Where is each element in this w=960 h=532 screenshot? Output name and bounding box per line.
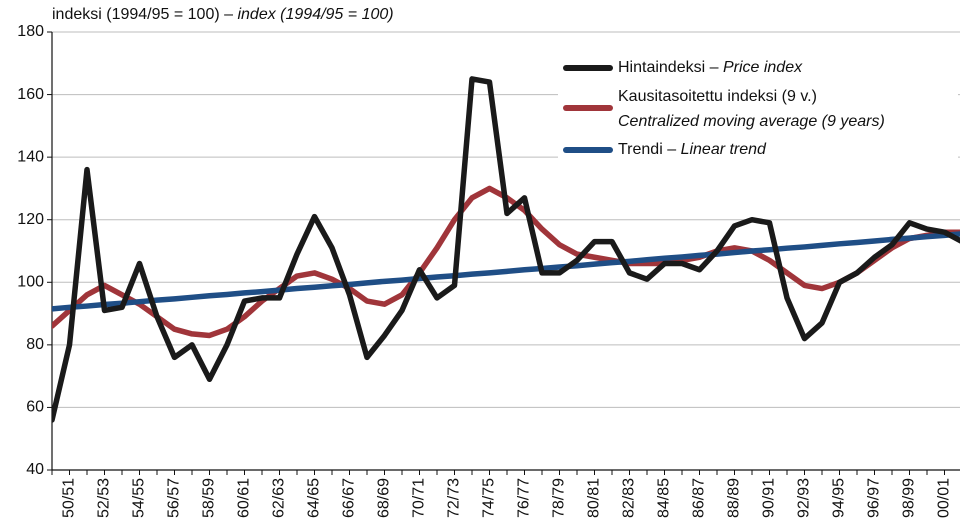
x-tick-label: 68/69 bbox=[376, 478, 393, 518]
y-tick-label: 60 bbox=[26, 399, 44, 416]
x-tick-label: 52/53 bbox=[96, 478, 113, 518]
plot-area bbox=[52, 76, 960, 423]
x-tick-label: 56/57 bbox=[166, 478, 183, 518]
legend-label-en: Linear trend bbox=[681, 141, 767, 158]
x-tick-label: 62/63 bbox=[271, 478, 288, 518]
x-tick-label: 64/65 bbox=[306, 478, 323, 518]
x-tick-label: 88/89 bbox=[726, 478, 743, 518]
x-tick-label: 50/51 bbox=[61, 478, 78, 518]
legend-label: Kausitasoitettu indeksi (9 v.) bbox=[618, 88, 817, 105]
legend-label: Hintaindeksi – Price index bbox=[618, 59, 803, 76]
x-tick-label: 92/93 bbox=[796, 478, 813, 518]
y-tick-label: 100 bbox=[17, 274, 44, 291]
legend-label: Trendi – Linear trend bbox=[618, 141, 767, 158]
y-tick-label: 40 bbox=[26, 461, 44, 478]
y-label-fi: indeksi (1994/95 = 100) – bbox=[52, 6, 233, 23]
y-tick-label: 140 bbox=[17, 148, 44, 165]
x-tick-label: 54/55 bbox=[131, 478, 148, 518]
y-tick-label: 80 bbox=[26, 336, 44, 353]
x-tick-label: 94/95 bbox=[831, 478, 848, 518]
x-tick-label: 58/59 bbox=[201, 478, 218, 518]
legend-label-en: Centralized moving average (9 years) bbox=[618, 113, 885, 130]
x-tick-label: 72/73 bbox=[446, 478, 463, 518]
legend-label-fi: Hintaindeksi – bbox=[618, 59, 719, 76]
legend-label-fi: Trendi – bbox=[618, 141, 676, 158]
x-tick-label: 90/91 bbox=[761, 478, 778, 518]
y-axis-label: indeksi (1994/95 = 100) – index (1994/95… bbox=[52, 6, 394, 23]
y-label-en: index (1994/95 = 100) bbox=[237, 6, 393, 23]
x-tick-label: 70/71 bbox=[411, 478, 428, 518]
y-tick-label: 160 bbox=[17, 86, 44, 103]
x-tick-label: 00/01 bbox=[936, 478, 953, 518]
x-tick-label: 66/67 bbox=[341, 478, 358, 518]
x-tick-label: 80/81 bbox=[586, 478, 603, 518]
x-tick-label: 86/87 bbox=[691, 478, 708, 518]
x-tick-label: 84/85 bbox=[656, 478, 673, 518]
series-line bbox=[52, 231, 960, 312]
y-tick-label: 120 bbox=[17, 211, 44, 228]
x-tick-label: 98/99 bbox=[901, 478, 918, 518]
legend-label-en: Price index bbox=[723, 59, 803, 76]
x-tick-label: 96/97 bbox=[866, 478, 883, 518]
y-tick-label: 180 bbox=[17, 23, 44, 40]
x-tick-label: 60/61 bbox=[236, 478, 253, 518]
x-tick-label: 78/79 bbox=[551, 478, 568, 518]
legend-background bbox=[558, 50, 958, 166]
x-tick-label: 74/75 bbox=[481, 478, 498, 518]
series-line bbox=[52, 76, 960, 423]
x-tick-label: 82/83 bbox=[621, 478, 638, 518]
x-tick-label: 76/77 bbox=[516, 478, 533, 518]
